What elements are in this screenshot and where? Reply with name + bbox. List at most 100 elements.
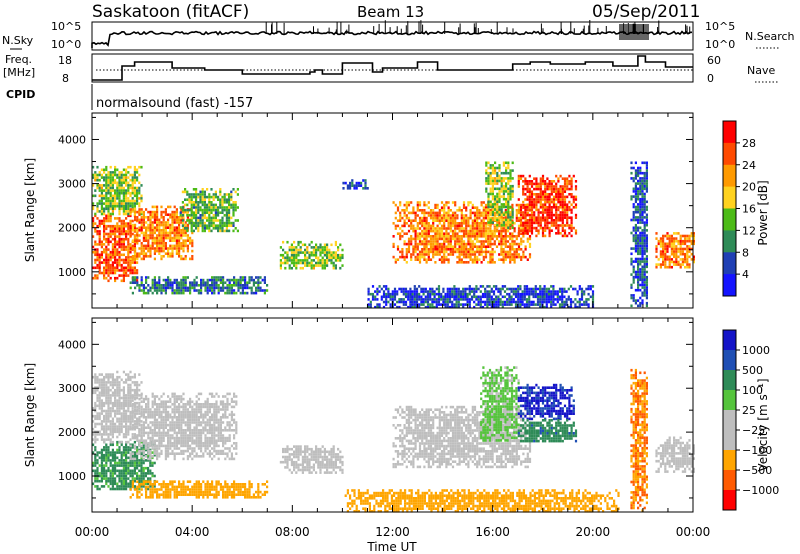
heatmap-cell [673,263,676,266]
heatmap-cell [257,284,260,287]
heatmap-cell [546,216,549,219]
heatmap-cell [164,289,167,292]
heatmap-cell [561,185,564,188]
colorbar-swatch [723,164,736,188]
heatmap-cell [643,182,646,185]
heatmap-cell [511,255,514,259]
heatmap-cell [219,211,222,214]
heatmap-cell [641,203,644,206]
heatmap-cell [684,260,687,264]
heatmap-cell [138,210,141,214]
heatmap-cell [169,255,172,258]
heatmap-cell [533,213,536,217]
heatmap-cell [524,187,527,191]
heatmap-cell [201,193,204,196]
heatmap-cell [175,210,178,214]
heatmap-cell [212,216,215,220]
heatmap-cell [319,253,322,257]
heatmap-cell [398,298,401,301]
heatmap-cell [118,184,121,187]
heatmap-cell [416,248,419,251]
heatmap-cell [201,203,204,207]
heatmap-cell [509,174,512,178]
heatmap-cell [561,216,564,219]
heatmap-cell [639,210,642,214]
heatmap-cell [100,448,103,452]
heatmap-cell [487,218,490,222]
heatmap-cell [570,221,573,225]
heatmap-cell [116,266,119,270]
heatmap-cell [645,262,648,266]
heatmap-cell [234,201,237,204]
heatmap-cell [129,263,132,267]
heatmap-cell [645,236,648,240]
heatmap-cell [400,287,403,291]
heatmap-cell [541,180,545,183]
heatmap-cell [487,245,490,248]
heatmap-cell [521,298,524,301]
heatmap-cell [407,237,411,241]
heatmap-cell [675,232,678,235]
heatmap-cell [445,203,448,207]
heatmap-cell [504,209,507,212]
heatmap-cell [116,227,119,231]
heatmap-cell [125,261,128,264]
heatmap-cell [469,214,472,217]
heatmap-cell [478,250,481,254]
heatmap-cell [550,292,553,296]
heatmap-cell [136,276,139,279]
heatmap-cell [563,206,567,209]
heatmap-cell [308,264,311,267]
heatmap-cell [570,224,573,227]
heatmap-cell [641,299,644,302]
heatmap-cell [203,224,206,227]
heatmap-cell [544,226,547,230]
heatmap-cell [145,239,148,242]
heatmap-cell [436,240,439,243]
heatmap-cell [399,216,402,220]
heatmap-cell [191,244,194,248]
heatmap-cell [295,246,298,249]
heatmap-cell [190,229,193,233]
heatmap-cell [537,195,540,199]
heatmap-cell [109,186,112,190]
heatmap-cell [136,189,139,192]
heatmap-cell [199,195,202,199]
heatmap-cell [120,219,123,223]
heatmap-cell [662,245,665,248]
heatmap-cell [279,259,282,262]
heatmap-cell [133,186,136,190]
heatmap-cell [437,290,441,293]
heatmap-cell [668,242,671,246]
heatmap-cell [116,276,119,280]
heatmap-cell [191,255,194,258]
heatmap-cell [413,303,416,306]
heatmap-cell [114,250,117,254]
heatmap-cell [520,227,523,230]
heatmap-cell [147,210,150,214]
heatmap-cell [476,255,479,259]
heatmap-cell [122,173,125,177]
heatmap-cell [301,243,304,247]
heatmap-cell [692,258,695,261]
heatmap-cell [444,300,447,304]
heatmap-cell [107,271,110,275]
heatmap-cell [634,161,637,165]
heatmap-cell [125,456,128,460]
heatmap-cell [401,229,404,233]
heatmap-cell [162,210,165,214]
heatmap-cell [127,258,130,262]
heatmap-cell [246,281,249,284]
heatmap-cell [127,243,130,246]
heatmap-cell [632,190,635,193]
heatmap-cell [507,218,510,222]
heatmap-cell [344,181,347,185]
heatmap-cell [173,226,176,229]
heatmap-cell [502,179,505,183]
heatmap-cell [521,303,524,306]
heatmap-cell [107,214,110,218]
heatmap-cell [418,222,422,225]
heatmap-cell [131,202,134,205]
heatmap-cell [467,216,470,220]
heatmap-cell [515,211,518,215]
